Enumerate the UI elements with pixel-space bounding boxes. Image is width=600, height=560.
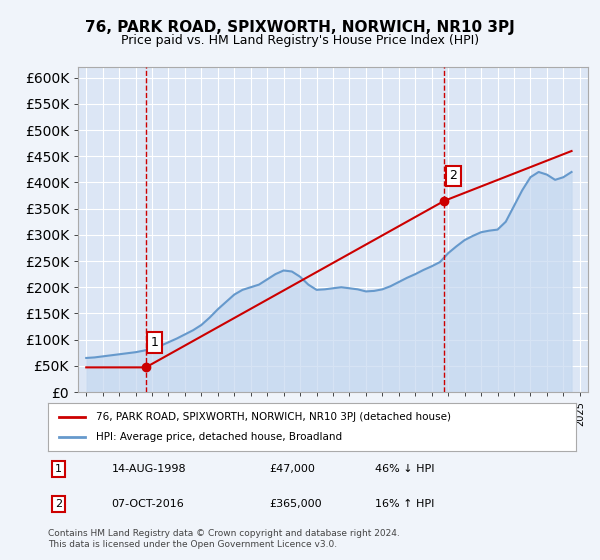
Text: Contains HM Land Registry data © Crown copyright and database right 2024.
This d: Contains HM Land Registry data © Crown c… — [48, 529, 400, 549]
Text: 16% ↑ HPI: 16% ↑ HPI — [376, 499, 435, 509]
Text: HPI: Average price, detached house, Broadland: HPI: Average price, detached house, Broa… — [95, 432, 341, 442]
Text: Price paid vs. HM Land Registry's House Price Index (HPI): Price paid vs. HM Land Registry's House … — [121, 34, 479, 46]
Text: 2: 2 — [55, 499, 62, 509]
Text: 76, PARK ROAD, SPIXWORTH, NORWICH, NR10 3PJ: 76, PARK ROAD, SPIXWORTH, NORWICH, NR10 … — [85, 20, 515, 35]
Text: 1: 1 — [55, 464, 62, 474]
Text: £47,000: £47,000 — [270, 464, 316, 474]
Text: 46% ↓ HPI: 46% ↓ HPI — [376, 464, 435, 474]
Text: 1: 1 — [151, 336, 158, 349]
Text: 14-AUG-1998: 14-AUG-1998 — [112, 464, 186, 474]
Text: 07-OCT-2016: 07-OCT-2016 — [112, 499, 184, 509]
Text: 2: 2 — [449, 170, 457, 183]
Text: 76, PARK ROAD, SPIXWORTH, NORWICH, NR10 3PJ (detached house): 76, PARK ROAD, SPIXWORTH, NORWICH, NR10 … — [95, 412, 451, 422]
Text: £365,000: £365,000 — [270, 499, 322, 509]
